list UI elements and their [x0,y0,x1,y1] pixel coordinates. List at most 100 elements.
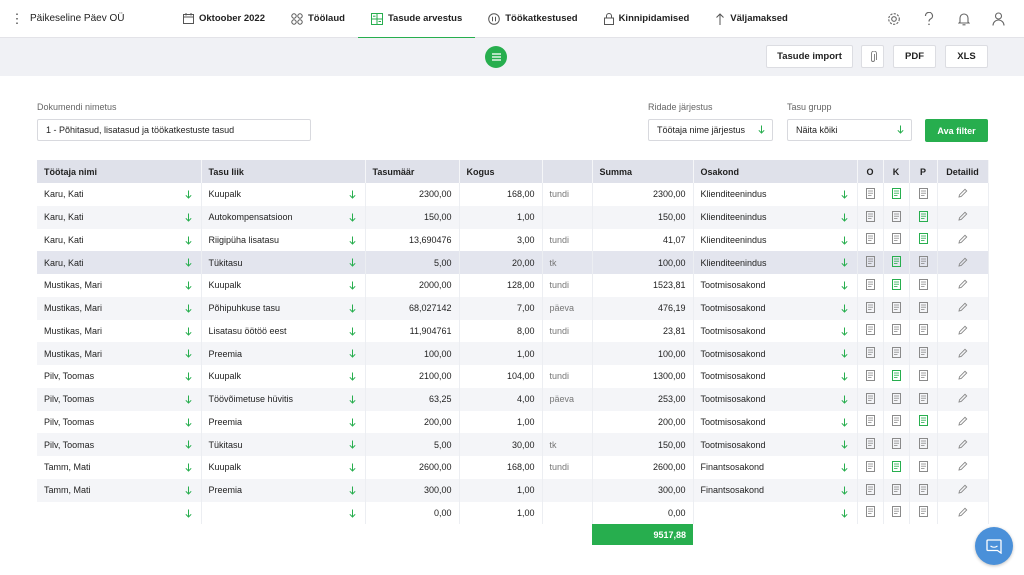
qty-cell[interactable]: 1,00 [459,342,543,365]
chevron-down-icon[interactable] [348,304,356,315]
dept-cell[interactable]: Tootmisosakond [693,296,858,320]
rate-cell[interactable]: 2100,00 [365,365,460,388]
doc-o-icon[interactable] [857,478,884,502]
type-cell[interactable]: Lisatasu öötöö eest [201,319,366,343]
nav-dashboard[interactable]: Töölaud [278,0,358,38]
doc-k-icon[interactable] [883,387,910,411]
doc-p-icon[interactable] [909,319,938,343]
qty-cell[interactable]: 30,00 [459,433,543,456]
doc-o-icon[interactable] [857,342,884,365]
table-row[interactable]: Pilv, Toomas Tükitasu 5,00 30,00 tk 150,00 Too… [37,433,989,456]
doc-k-icon[interactable] [883,296,910,320]
doc-p-icon[interactable] [909,433,938,456]
dept-cell[interactable]: Tootmisosakond [693,365,858,388]
qty-cell[interactable]: 128,00 [459,274,543,297]
doc-o-icon[interactable] [857,433,884,456]
chevron-down-icon[interactable] [348,395,356,406]
employee-cell[interactable]: Pilv, Toomas [37,387,202,411]
qty-cell[interactable]: 3,00 [459,228,543,252]
chevron-down-icon[interactable] [184,236,192,247]
type-cell[interactable]: Preemia [201,478,366,502]
edit-icon[interactable] [937,319,989,343]
table-row[interactable]: Karu, Kati Riigipüha lisatasu 13,690476 3,0… [37,228,989,252]
employee-cell[interactable]: Karu, Kati [37,251,202,274]
chevron-down-icon[interactable] [184,463,192,474]
chevron-down-icon[interactable] [184,349,192,360]
nav-payments[interactable]: Väljamaksed [702,0,801,38]
edit-icon[interactable] [937,251,989,274]
rate-cell[interactable]: 300,00 [365,478,460,502]
dept-cell[interactable]: Finantsosakond [693,456,858,479]
rate-cell[interactable]: 100,00 [365,342,460,365]
doc-o-icon[interactable] [857,387,884,411]
bell-icon[interactable] [946,12,981,26]
qty-cell[interactable]: 1,00 [459,478,543,502]
chevron-down-icon[interactable] [348,463,356,474]
chevron-down-icon[interactable] [348,486,356,497]
employee-cell[interactable]: Tamm, Mati [37,478,202,502]
doc-k-icon[interactable] [883,319,910,343]
doc-o-icon[interactable] [857,365,884,388]
kebab-menu-icon[interactable]: ⋮ [10,10,24,26]
chevron-down-icon[interactable] [348,327,356,338]
rate-cell[interactable]: 2600,00 [365,456,460,479]
table-row[interactable]: Pilv, Toomas Töövõimetuse hüvitis 63,25 4,0… [37,387,989,411]
chevron-down-icon[interactable] [840,304,848,315]
qty-cell[interactable]: 8,00 [459,319,543,343]
chevron-down-icon[interactable] [184,418,192,429]
group-select[interactable]: Näita kõiki [787,119,912,141]
doc-p-icon[interactable] [909,205,938,229]
edit-icon[interactable] [937,456,989,479]
doc-k-icon[interactable] [883,365,910,388]
employee-cell[interactable]: Pilv, Toomas [37,410,202,434]
table-row[interactable]: Pilv, Toomas Kuupalk 2100,00 104,00 tundi 130… [37,365,989,388]
doc-p-icon[interactable] [909,342,938,365]
chevron-down-icon[interactable] [348,372,356,383]
doc-k-icon[interactable] [883,342,910,365]
doc-k-icon[interactable] [883,433,910,456]
rate-cell[interactable]: 5,00 [365,433,460,456]
doc-o-icon[interactable] [857,251,884,274]
chevron-down-icon[interactable] [840,213,848,224]
chevron-down-icon[interactable] [184,486,192,497]
chevron-down-icon[interactable] [348,213,356,224]
doc-k-icon[interactable] [883,478,910,502]
qty-cell[interactable]: 104,00 [459,365,543,388]
dept-cell[interactable]: Klienditeenindus [693,228,858,252]
col-employee[interactable]: Töötaja nimi [37,160,202,183]
dept-cell[interactable]: Klienditeenindus [693,251,858,274]
dept-cell[interactable] [693,501,858,525]
chevron-down-icon[interactable] [184,304,192,315]
doc-o-icon[interactable] [857,296,884,320]
table-row[interactable]: Karu, Kati Autokompensatsioon 150,00 1,00 15… [37,205,989,229]
table-row[interactable]: Pilv, Toomas Preemia 200,00 1,00 200,00 Tootm… [37,410,989,434]
chevron-down-icon[interactable] [184,213,192,224]
doc-k-icon[interactable] [883,501,910,525]
chevron-down-icon[interactable] [840,327,848,338]
chevron-down-icon[interactable] [348,349,356,360]
qty-cell[interactable]: 7,00 [459,296,543,320]
type-cell[interactable]: Tükitasu [201,433,366,456]
employee-cell[interactable]: Mustikas, Mari [37,296,202,320]
doc-k-icon[interactable] [883,456,910,479]
doc-name-input[interactable]: 1 - Põhitasud, lisatasud ja töökatkestus… [37,119,311,141]
chevron-down-icon[interactable] [348,258,356,269]
doc-o-icon[interactable] [857,456,884,479]
col-dept[interactable]: Osakond [693,160,858,183]
nav-payroll[interactable]: Tasude arvestus [357,0,476,39]
gear-icon[interactable] [876,12,911,26]
edit-icon[interactable] [937,410,989,434]
table-row[interactable]: Mustikas, Mari Preemia 100,00 1,00 100,00 Too… [37,342,989,365]
type-cell[interactable] [201,501,366,525]
employee-cell[interactable]: Karu, Kati [37,205,202,229]
nav-absences[interactable]: Töökatkestused [475,0,590,38]
type-cell[interactable]: Preemia [201,410,366,434]
rate-cell[interactable]: 2000,00 [365,274,460,297]
employee-cell[interactable]: Mustikas, Mari [37,342,202,365]
company-name[interactable]: Päikeseline Päev OÜ [30,13,125,24]
chevron-down-icon[interactable] [184,190,192,201]
rate-cell[interactable]: 150,00 [365,205,460,229]
col-rate[interactable]: Tasumäär [365,160,460,183]
edit-icon[interactable] [937,433,989,456]
employee-cell[interactable]: Mustikas, Mari [37,274,202,297]
